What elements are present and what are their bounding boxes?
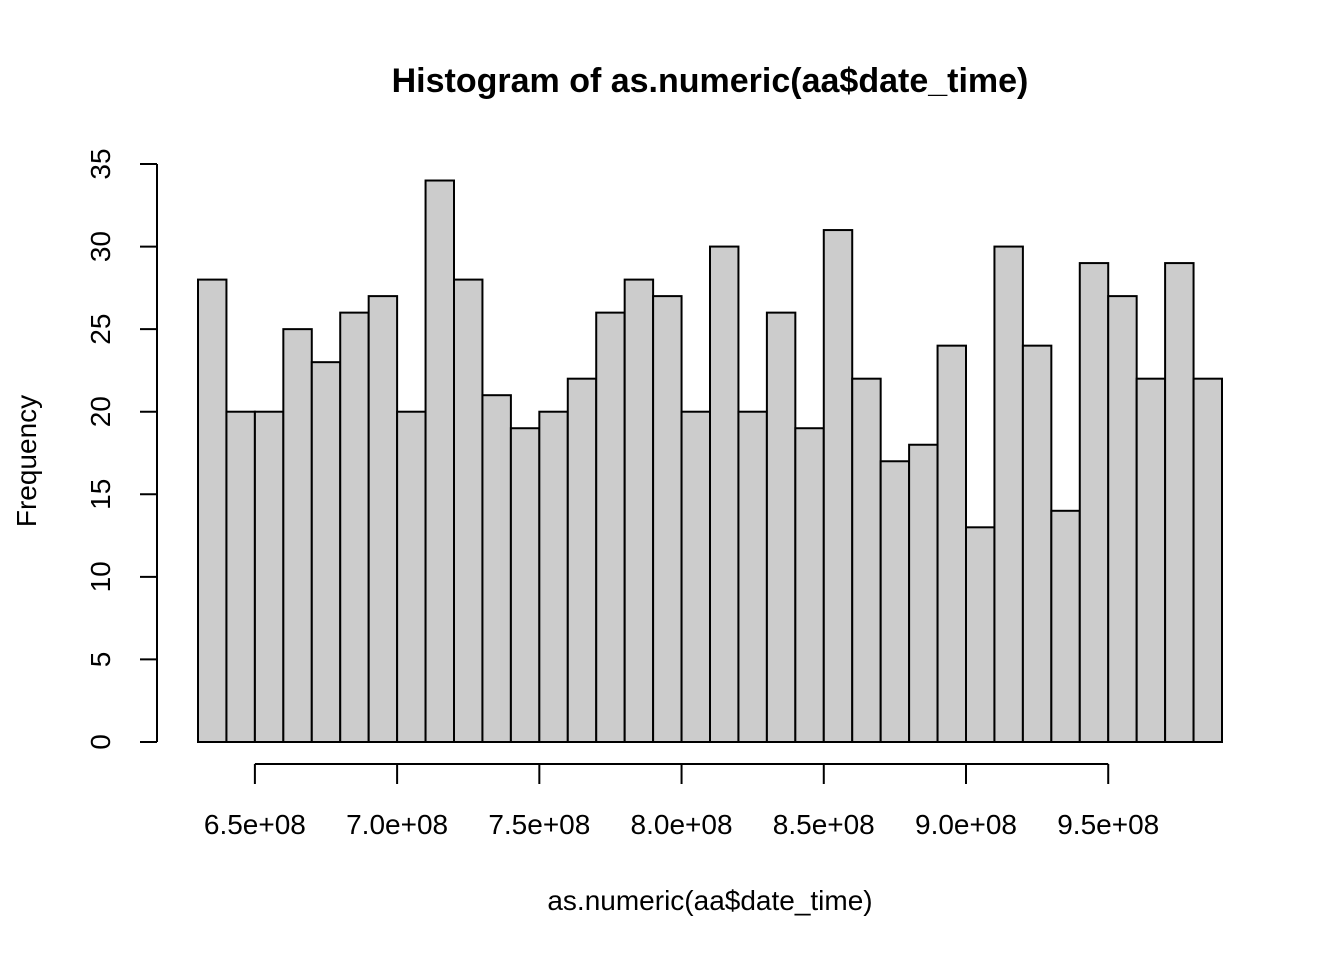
x-tick-label: 9.0e+08: [915, 809, 1017, 840]
histogram-bar: [310, 361, 342, 743]
histogram-bar: [1078, 262, 1110, 743]
histogram-bar: [424, 179, 455, 743]
histogram-bar: [936, 344, 967, 743]
histogram-bar: [396, 410, 427, 743]
y-tick-label: 35: [85, 148, 116, 179]
y-tick-label: 5: [85, 652, 116, 668]
x-tick-label: 9.5e+08: [1057, 809, 1159, 840]
histogram-bar: [879, 460, 911, 743]
x-tick-label: 7.0e+08: [346, 809, 448, 840]
histogram-bar: [1107, 295, 1138, 743]
histogram-bar: [737, 410, 768, 743]
y-axis-label: Frequency: [11, 395, 42, 527]
histogram-bar: [765, 311, 797, 743]
histogram-bar: [282, 328, 313, 743]
histogram-bar: [339, 311, 370, 743]
histogram-bar: [1164, 262, 1195, 743]
histogram-bar: [680, 410, 711, 743]
bars-group: [197, 179, 1223, 744]
histogram-bar: [794, 427, 825, 743]
x-tick-label: 6.5e+08: [204, 809, 306, 840]
histogram-bar: [1050, 509, 1081, 743]
y-tick-label: 25: [85, 314, 116, 345]
histogram-bar: [197, 278, 228, 743]
y-tick-label: 0: [85, 734, 116, 750]
histogram-bar: [993, 245, 1024, 743]
histogram-bar: [538, 410, 569, 743]
histogram-bar: [851, 377, 882, 743]
y-tick-label: 30: [85, 231, 116, 262]
histogram-bar: [509, 427, 541, 743]
histogram-bar: [652, 295, 683, 743]
x-axis: 6.5e+08 7.0e+08 7.5e+08 8.0e+08 8.5e+08 9.0e+…: [204, 763, 1159, 840]
histogram-bar: [1135, 377, 1167, 743]
histogram-bar: [623, 278, 655, 743]
y-tick-label: 15: [85, 479, 116, 510]
histogram-bar: [1021, 344, 1053, 743]
y-tick-label: 10: [85, 561, 116, 592]
histogram-bar: [709, 245, 740, 743]
histogram-bar: [908, 443, 939, 743]
histogram-bar: [253, 410, 285, 743]
histogram-bar: [595, 311, 626, 743]
histogram-bar: [822, 229, 854, 744]
x-tick-label: 8.5e+08: [773, 809, 875, 840]
histogram-bar: [1192, 377, 1223, 743]
x-axis-label: as.numeric(aa$date_time): [547, 885, 872, 916]
histogram-bar: [453, 278, 484, 743]
histogram-bar: [566, 377, 598, 743]
chart-title: Histogram of as.numeric(aa$date_time): [392, 62, 1029, 100]
y-axis: 0 5 10 15 20 25 30 35: [85, 148, 158, 750]
y-tick-label: 20: [85, 396, 116, 427]
histogram-bar: [965, 526, 996, 743]
x-tick-label: 7.5e+08: [488, 809, 590, 840]
histogram-bar: [225, 410, 256, 743]
x-tick-label: 8.0e+08: [631, 809, 733, 840]
histogram-bar: [481, 394, 512, 743]
histogram-bar: [367, 295, 399, 743]
